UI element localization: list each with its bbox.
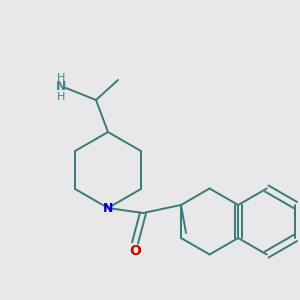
Text: N: N — [56, 80, 66, 94]
Text: N: N — [103, 202, 113, 214]
Text: H: H — [57, 92, 65, 102]
Text: H: H — [57, 73, 65, 83]
Text: O: O — [129, 244, 141, 258]
